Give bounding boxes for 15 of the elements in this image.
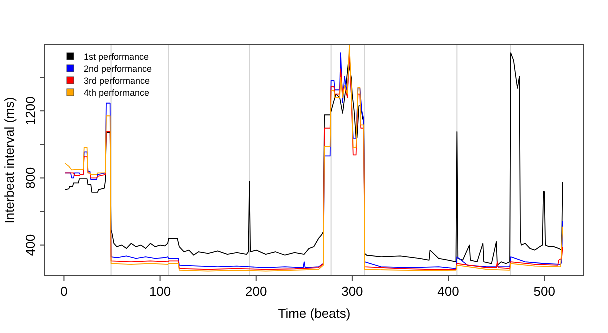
y-tick-label: 1200 [23,96,38,126]
x-tick-label: 300 [342,284,364,299]
legend-label: 4th performance [84,88,150,98]
legend-label: 3rd performance [84,76,150,86]
y-tick-label: 800 [23,167,38,190]
x-tick-label: 400 [438,284,460,299]
x-tick-label: 100 [149,284,172,299]
legend-label: 2nd performance [84,64,152,74]
y-tick-label: 400 [23,234,38,256]
legend-label: 1st performance [84,52,150,62]
x-tick-label: 500 [534,284,556,299]
x-tick-label: 0 [60,284,68,299]
y-axis-title: Interbeat interval (ms) [2,97,17,224]
x-tick-label: 200 [246,284,268,299]
x-axis-title: Time (beats) [278,306,351,321]
